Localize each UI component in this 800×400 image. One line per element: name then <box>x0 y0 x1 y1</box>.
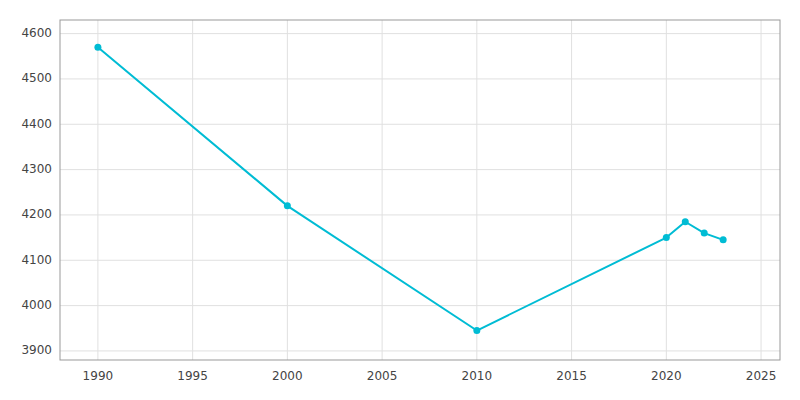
y-tick-label: 3900 <box>21 343 52 357</box>
x-tick-label: 2020 <box>651 369 682 383</box>
point <box>682 218 689 225</box>
series <box>94 44 726 334</box>
grid-line-y <box>60 214 780 215</box>
grid-line-x <box>382 20 383 360</box>
grid-line-y <box>60 169 780 170</box>
x-tick-label: 1995 <box>177 369 208 383</box>
grid-line-y <box>60 260 780 261</box>
chart-container: 3900 4000 4100 4200 4300 4400 4500 4600 1990 1995… <box>0 0 800 400</box>
y-tick-label: 4500 <box>21 71 52 85</box>
y-tick-label: 4300 <box>21 162 52 176</box>
y-tick-label: 4100 <box>21 253 52 267</box>
point <box>473 327 480 334</box>
grid-line-x <box>287 20 288 360</box>
x-tick-label: 2015 <box>556 369 587 383</box>
grid-line-y <box>60 350 780 351</box>
grid-line-x <box>476 20 477 360</box>
y-tick-label: 4200 <box>21 207 52 221</box>
grid-line-x <box>761 20 762 360</box>
point <box>720 236 727 243</box>
point <box>701 230 708 237</box>
grid <box>60 20 780 360</box>
grid-line-y <box>60 78 780 79</box>
y-tick-label: 4400 <box>21 117 52 131</box>
plot-frame <box>60 20 780 360</box>
grid-line-y <box>60 33 780 34</box>
chart-svg: 3900 4000 4100 4200 4300 4400 4500 4600 1990 1995… <box>0 0 800 400</box>
y-tick-label: 4000 <box>21 298 52 312</box>
line <box>98 47 723 330</box>
grid-line-x <box>192 20 193 360</box>
point <box>284 202 291 209</box>
axes: 3900 4000 4100 4200 4300 4400 4500 4600 1990 1995… <box>21 26 776 383</box>
grid-line-y <box>60 124 780 125</box>
grid-line-x <box>571 20 572 360</box>
grid-line-y <box>60 305 780 306</box>
x-tick-label: 2025 <box>746 369 777 383</box>
point <box>94 44 101 51</box>
x-tick-label: 2010 <box>462 369 493 383</box>
grid-line-x <box>666 20 667 360</box>
x-tick-label: 2000 <box>272 369 303 383</box>
grid-line-x <box>97 20 98 360</box>
x-tick-label: 2005 <box>367 369 398 383</box>
x-tick-label: 1990 <box>83 369 114 383</box>
y-tick-label: 4600 <box>21 26 52 40</box>
point <box>663 234 670 241</box>
